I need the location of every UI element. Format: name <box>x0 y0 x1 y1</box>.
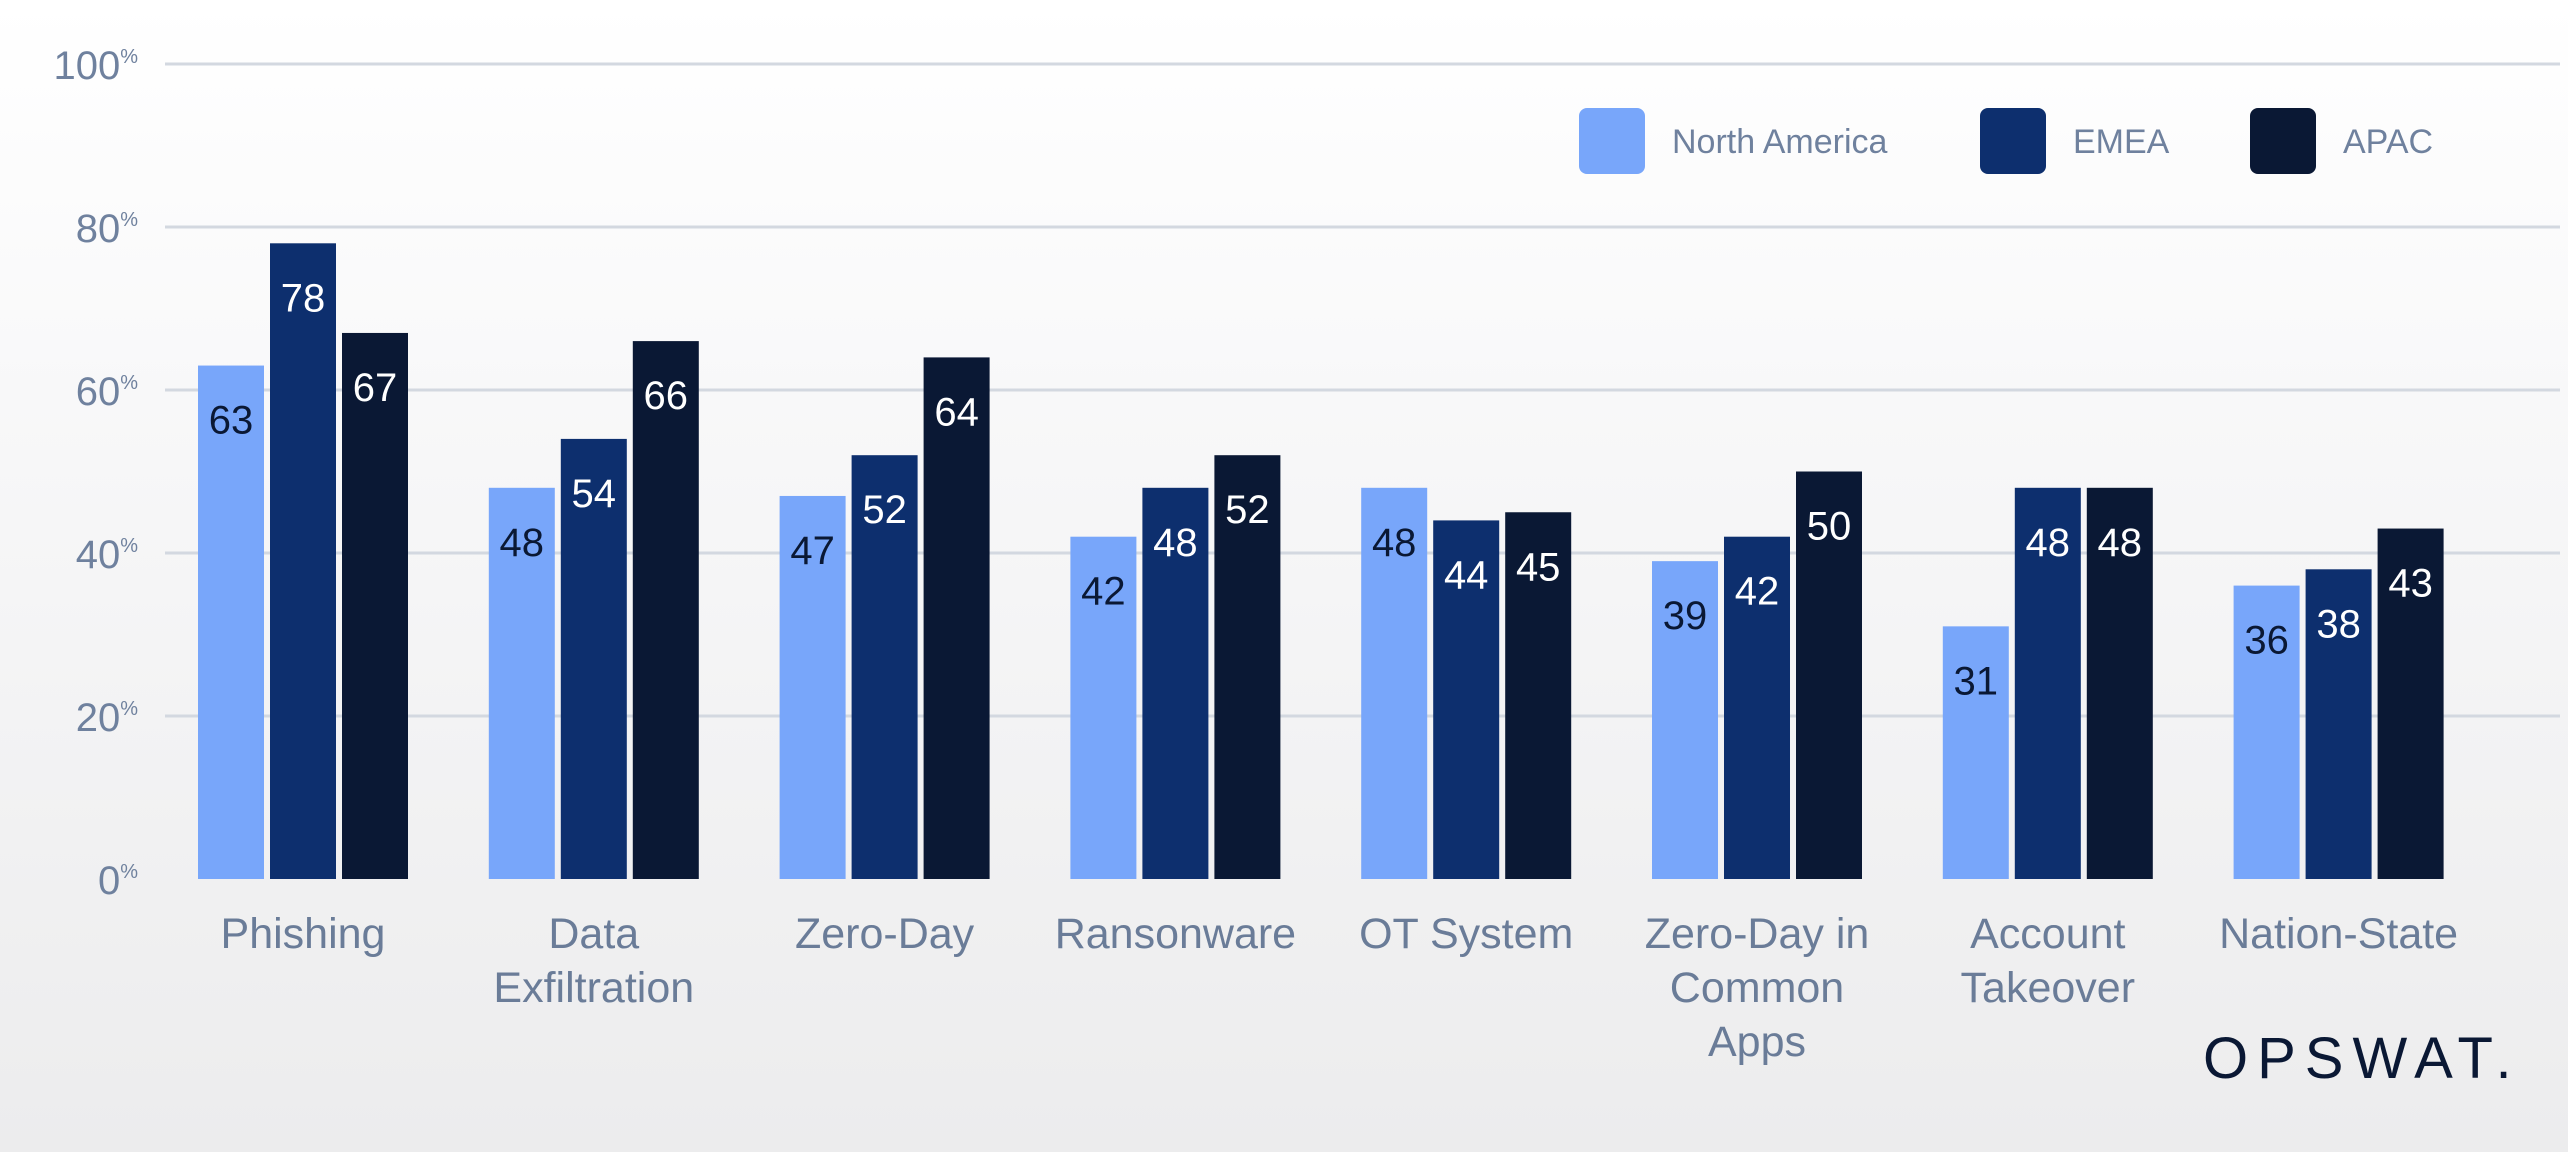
category-label: Ransonware <box>1055 910 1296 958</box>
data-label: 48 <box>1153 521 1198 565</box>
bar-north-america <box>198 365 264 879</box>
data-label: 50 <box>1807 505 1852 549</box>
y-tick-label: 40% <box>76 533 139 577</box>
data-label: 42 <box>1081 570 1126 614</box>
bar-north-america <box>1070 536 1137 879</box>
category-label: Nation-State <box>2219 910 2458 958</box>
category-label: Account <box>1970 910 2125 958</box>
bar-emea <box>2014 487 2081 879</box>
data-label: 48 <box>500 521 545 565</box>
bar-north-america <box>1942 626 2009 879</box>
data-label: 48 <box>2026 521 2071 565</box>
legend-label: North America <box>1672 123 1887 161</box>
legend-swatch <box>1579 108 1645 174</box>
bar-north-america <box>779 495 846 879</box>
bar-emea <box>270 243 336 880</box>
data-label: 31 <box>1954 659 1999 703</box>
category-label: Apps <box>1708 1018 1806 1066</box>
data-label: 63 <box>209 399 254 443</box>
bar-north-america <box>1361 487 1428 879</box>
data-label: 44 <box>1444 553 1489 597</box>
category-label: Common <box>1670 964 1844 1012</box>
data-label: 78 <box>281 276 326 320</box>
category-label: Zero-Day <box>795 910 975 958</box>
bar-apac <box>2086 487 2153 879</box>
bar-emea <box>1724 536 1790 879</box>
y-tick-label: 80% <box>76 207 139 251</box>
category-label: Phishing <box>221 910 386 958</box>
bar-apac <box>632 341 699 880</box>
bar-emea <box>560 438 627 879</box>
data-label: 47 <box>790 529 835 573</box>
legend-swatch <box>1980 108 2046 174</box>
bar-apac <box>342 332 408 879</box>
bar-north-america <box>488 487 555 879</box>
data-label: 43 <box>2388 562 2433 606</box>
category-label: Data <box>548 910 639 958</box>
y-tick-label: 0% <box>98 859 138 903</box>
bar-emea <box>851 455 918 879</box>
data-label: 67 <box>353 366 398 410</box>
data-label: 52 <box>862 488 907 532</box>
data-label: 45 <box>1516 545 1561 589</box>
bar-apac <box>1505 512 1572 879</box>
category-label: Takeover <box>1961 964 2135 1012</box>
data-label: 42 <box>1735 570 1780 614</box>
bar-emea <box>2305 569 2372 879</box>
bar-apac <box>1796 471 1862 879</box>
data-label: 48 <box>2098 521 2143 565</box>
bar-apac <box>1214 455 1281 879</box>
bar-north-america <box>1652 561 1718 879</box>
bar-apac <box>923 357 990 879</box>
legend-swatch <box>2250 108 2316 174</box>
data-label: 54 <box>572 472 617 516</box>
data-label: 52 <box>1225 488 1270 532</box>
category-label: OT System <box>1359 910 1573 958</box>
legend-label: EMEA <box>2073 123 2170 161</box>
bar-emea <box>1433 520 1500 879</box>
y-tick-label: 20% <box>76 696 139 740</box>
data-label: 64 <box>934 390 979 434</box>
data-label: 48 <box>1372 521 1417 565</box>
data-label: 36 <box>2244 619 2289 663</box>
bar-apac <box>2377 528 2444 879</box>
data-label: 38 <box>2316 602 2361 646</box>
category-label: Zero-Day in <box>1645 910 1870 958</box>
legend-label: APAC <box>2343 123 2433 161</box>
opswat-logo: OPSWAT. <box>2203 1026 2521 1091</box>
y-tick-label: 60% <box>76 370 139 414</box>
y-tick-label: 100% <box>53 44 138 88</box>
category-label: Exfiltration <box>493 964 694 1012</box>
bar-emea <box>1142 487 1209 879</box>
bar-north-america <box>2233 585 2300 879</box>
data-label: 66 <box>644 374 689 418</box>
data-label: 39 <box>1663 594 1708 638</box>
